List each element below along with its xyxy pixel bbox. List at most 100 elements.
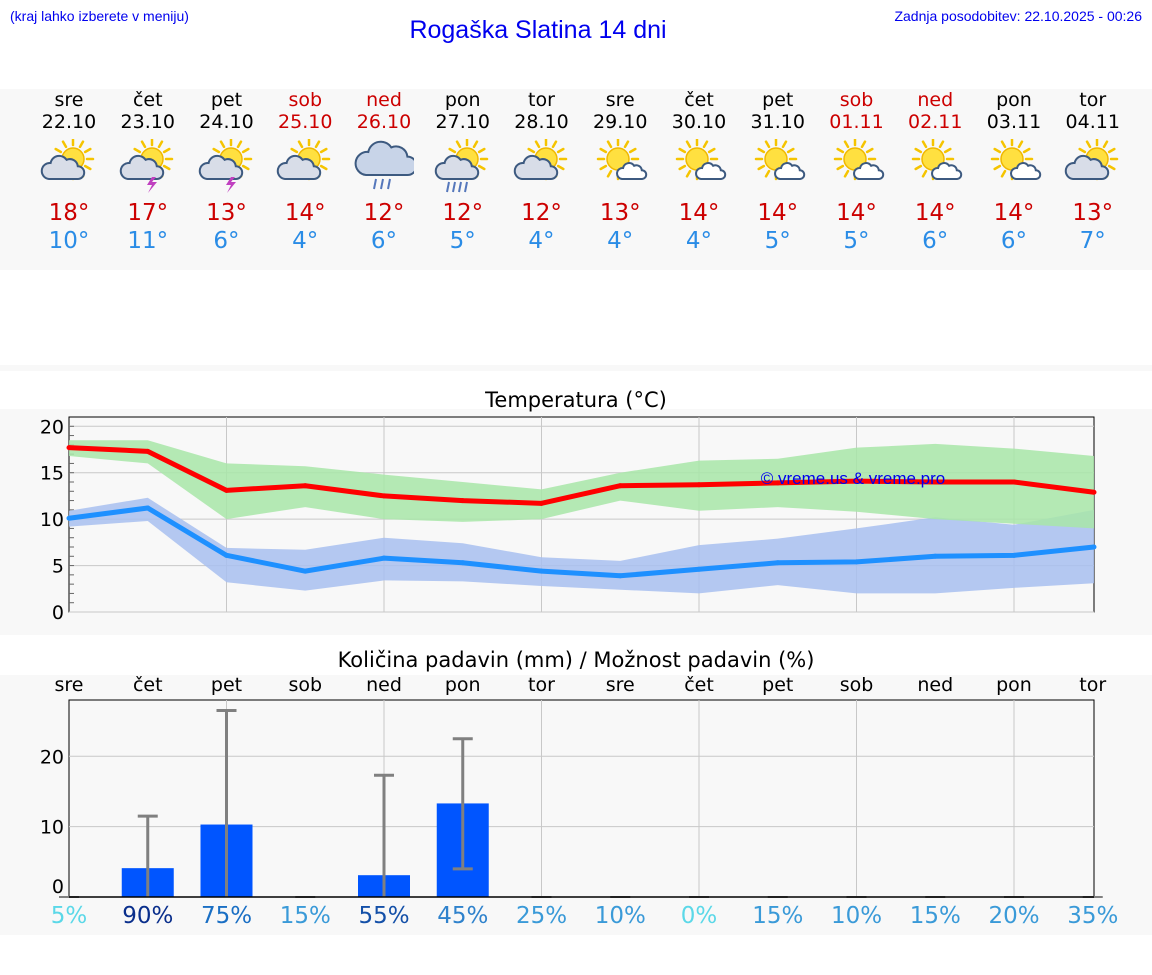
last-update: Zadnja posodobitev: 22.10.2025 - 00:26 [894,8,1142,24]
day-date: 04.11 [1065,111,1120,133]
max-temp: 14° [836,200,877,226]
day-date: 23.10 [120,111,175,133]
day-name: čet [684,89,714,111]
precip-probability: 15% [279,903,331,929]
x-tick-label: tor [1079,674,1107,696]
max-temp-line [68,445,1095,506]
min-temp: 6° [922,228,949,254]
day-column: pet 24.10 13° 6° [188,89,266,255]
x-tick-label: sob [839,674,874,696]
max-temp: 12° [521,200,562,226]
min-temp-point [854,559,859,565]
max-temp: 17° [127,200,169,226]
max-temp: 14° [993,200,1035,226]
day-date: 31.10 [750,111,805,133]
precip-probability: 20% [988,903,1040,929]
day-date: 24.10 [199,111,254,133]
day-column: ned 02.11 14° 6° [896,89,974,255]
x-tick-label: ned [366,674,402,696]
x-tick-label: tor [528,674,555,696]
day-column: sre 22.10 18° 10° [30,89,108,255]
day-date: 22.10 [41,111,97,133]
day-date: 27.10 [435,111,490,133]
day-name: tor [528,89,555,111]
min-temp-point [145,505,151,511]
max-temp-point [854,478,859,484]
x-tick-label: sob [288,674,323,696]
max-temp: 12° [442,200,484,226]
min-temp: 7° [1079,228,1106,254]
precip-probability: 25% [515,903,568,929]
min-temp-point [66,515,72,521]
y-tick-label: 0 [52,876,64,898]
day-column: čet 30.10 14° 4° [660,89,738,255]
day-name: sob [288,89,323,111]
min-temp: 4° [528,228,555,254]
min-temp-point [302,568,308,574]
min-temp-point [539,568,544,574]
y-tick-label: 10 [40,509,64,531]
precip-probability: 0% [680,903,718,929]
day-date: 26.10 [356,111,412,133]
min-temp: 6° [370,228,398,254]
max-temp-point [302,483,308,489]
mostly-sunny-icon [912,139,963,181]
x-tick-label: čet [684,674,714,696]
min-temp-point [224,552,229,558]
min-temp: 5° [449,228,476,254]
day-name: tor [1079,89,1107,111]
day-date: 30.10 [671,111,727,133]
min-temp: 11° [127,228,169,254]
day-name: pon [996,89,1032,111]
precip-probability-row: 5% 90% 75% 15% 55% 45% 25% 10% 0% 15% 10% 15% 20% 35% [0,903,1152,933]
location-hint-link[interactable]: (kraj lahko izberete v meniju) [10,8,189,24]
min-temp-point [932,553,938,559]
max-temp: 18° [48,200,90,226]
precip-chart-title: Količina padavin (mm) / Možnost padavin … [337,648,815,672]
x-tick-label: pon [996,674,1032,696]
min-temp: 4° [607,228,634,254]
max-temp: 12° [363,200,405,226]
day-name: pet [210,89,243,111]
min-temp-point [775,560,781,566]
y-tick-label: 20 [40,416,64,438]
x-tick-label: sre [54,674,84,696]
precipitation-chart: 0 10 20 [40,699,1103,898]
min-temp: 5° [843,228,870,254]
mostly-sunny-icon [833,139,884,181]
day-column: sob 01.11 14° 5° [818,89,896,255]
day-date: 01.11 [829,111,884,133]
max-temp: 14° [284,200,326,226]
day-name: ned [366,89,402,111]
precip-probability: 15% [752,903,804,929]
day-column: pon 03.11 14° 6° [975,89,1053,255]
cloud-rain-icon [354,140,414,190]
forecast-days: sre 22.10 18° 10° čet 23.10 17° 11° pet 24.10 13° 6… [0,89,1152,269]
precip-probability: 15% [909,903,961,929]
day-column: sre 29.10 13° 4° [581,89,659,255]
day-name: sre [605,89,635,111]
max-temp: 14° [678,200,720,226]
day-date: 28.10 [514,111,569,133]
precip-probability: 10% [830,903,883,929]
day-date: 03.11 [986,111,1042,133]
min-temp-point [1011,552,1017,558]
min-temp-point [696,566,702,572]
y-tick-label: 15 [40,463,64,485]
max-temp: 13° [206,200,247,226]
page-title: Rogaška Slatina 14 dni [409,16,667,44]
day-column: sob 25.10 14° 4° [266,89,344,255]
min-temp: 5° [764,228,791,254]
precip-probability: 90% [122,903,174,929]
min-temp: 6° [1000,228,1028,254]
max-temp-point [381,493,387,499]
sun-thunder-icon [198,139,252,193]
precip-probability: 35% [1067,903,1119,929]
partly-cloudy-icon [513,139,567,181]
partly-cloudy-icon [40,139,95,181]
day-name: čet [132,89,163,111]
precip-probability: 5% [50,903,88,929]
max-temp-point [932,479,938,485]
max-temp-point [224,487,229,493]
min-temp-point [381,555,387,561]
